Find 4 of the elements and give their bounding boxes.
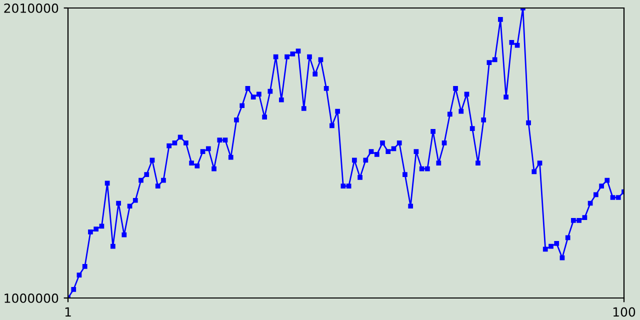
y-tick-label: 1000000: [4, 293, 58, 303]
x-tick-label: 100: [613, 307, 636, 317]
x-tick-label: 1: [65, 307, 71, 317]
y-tick-label: 2010000: [4, 3, 58, 13]
